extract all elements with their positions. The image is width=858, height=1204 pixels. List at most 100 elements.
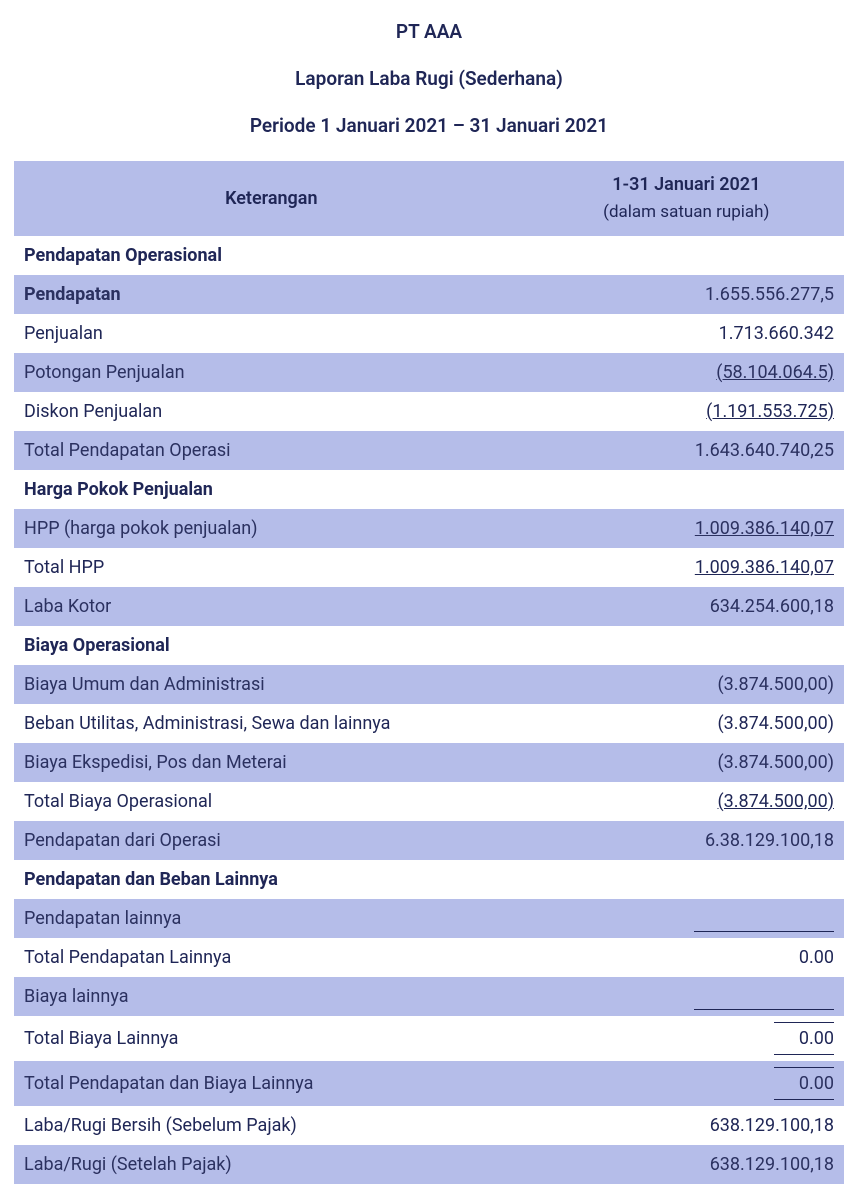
row-label: Biaya Ekspedisi, Pos dan Meterai	[14, 743, 529, 782]
col-header-label-text: Keterangan	[225, 188, 317, 209]
table-row: Laba/Rugi Bersih (Sebelum Pajak) 638.129.…	[14, 1106, 844, 1145]
row-value-text: 634.254.600,18	[710, 596, 834, 617]
row-value: (1.191.553.725)	[529, 392, 844, 431]
table-row: Laba Kotor 634.254.600,18	[14, 587, 844, 626]
table-row: Pendapatan dan Beban Lainnya	[14, 860, 844, 899]
row-label: Biaya Operasional	[14, 626, 529, 665]
row-value: 1.643.640.740,25	[529, 431, 844, 470]
table-body: Pendapatan OperasionalPendapatan 1.655.55…	[14, 236, 844, 1184]
row-value: 634.254.600,18	[529, 587, 844, 626]
row-value: (3.874.500,00)	[529, 743, 844, 782]
table-row: Total Biaya Lainnya 0.00	[14, 1016, 844, 1061]
row-value-text: 1.643.640.740,25	[695, 440, 834, 461]
row-value-text: 638.129.100,18	[710, 1154, 834, 1175]
row-label: Pendapatan Operasional	[14, 236, 529, 275]
row-value: 1.009.386.140,07	[529, 548, 844, 587]
row-value-text: 0.00	[774, 1022, 834, 1055]
table-row: Total Pendapatan Operasi 1.643.640.740,25	[14, 431, 844, 470]
row-label: Laba/Rugi Bersih (Sebelum Pajak)	[14, 1106, 529, 1145]
row-value	[529, 236, 844, 275]
report-header: PT AAA Laporan Laba Rugi (Sederhana) Per…	[14, 20, 844, 137]
row-value-text: (3.874.500,00)	[717, 752, 834, 773]
table-row: Total Pendapatan dan Biaya Lainnya 0.00	[14, 1061, 844, 1106]
table-row: Harga Pokok Penjualan	[14, 470, 844, 509]
row-label: Potongan Penjualan	[14, 353, 529, 392]
row-label: Total Pendapatan dan Biaya Lainnya	[14, 1061, 529, 1106]
row-label: Penjualan	[14, 314, 529, 353]
row-value-text: 1.009.386.140,07	[695, 518, 834, 539]
row-value-text: (1.191.553.725)	[706, 401, 834, 422]
row-value-text: (3.874.500,00)	[717, 791, 834, 812]
row-label: Harga Pokok Penjualan	[14, 470, 529, 509]
report-period: Periode 1 Januari 2021 – 31 Januari 2021	[14, 114, 844, 137]
row-label: Pendapatan dari Operasi	[14, 821, 529, 860]
row-value-text: 0.00	[774, 1067, 834, 1100]
table-row: Potongan Penjualan (58.104.064.5)	[14, 353, 844, 392]
row-label: Pendapatan dan Beban Lainnya	[14, 860, 529, 899]
row-value: 6.38.129.100,18	[529, 821, 844, 860]
table-row: Biaya Operasional	[14, 626, 844, 665]
row-label: Biaya Umum dan Administrasi	[14, 665, 529, 704]
table-row: Pendapatan 1.655.556.277,5	[14, 275, 844, 314]
col-header-value-sub: (dalam satuan rupiah)	[539, 200, 834, 226]
table-row: Pendapatan Operasional	[14, 236, 844, 275]
table-row: Pendapatan lainnya	[14, 899, 844, 938]
row-value-text: (58.104.064.5)	[716, 362, 834, 383]
company-name: PT AAA	[14, 20, 844, 43]
row-value: 1.713.660.342	[529, 314, 844, 353]
income-statement-table: Keterangan 1-31 Januari 2021 (dalam satu…	[14, 161, 844, 1184]
table-head: Keterangan 1-31 Januari 2021 (dalam satu…	[14, 161, 844, 236]
row-label: Laba/Rugi (Setelah Pajak)	[14, 1145, 529, 1184]
row-label: HPP (harga pokok penjualan)	[14, 509, 529, 548]
row-label: Laba Kotor	[14, 587, 529, 626]
row-label: Total Biaya Lainnya	[14, 1016, 529, 1061]
row-value	[529, 626, 844, 665]
blank-line	[694, 992, 834, 1010]
row-value: 638.129.100,18	[529, 1106, 844, 1145]
table-row: HPP (harga pokok penjualan) 1.009.386.140…	[14, 509, 844, 548]
table-row: Laba/Rugi (Setelah Pajak) 638.129.100,18	[14, 1145, 844, 1184]
row-label: Beban Utilitas, Administrasi, Sewa dan l…	[14, 704, 529, 743]
row-label: Biaya lainnya	[14, 977, 529, 1016]
table-row: Diskon Penjualan (1.191.553.725)	[14, 392, 844, 431]
row-value: 1.655.556.277,5	[529, 275, 844, 314]
table-row: Total Biaya Operasional (3.874.500,00)	[14, 782, 844, 821]
row-value: 0.00	[529, 938, 844, 977]
table-row: Pendapatan dari Operasi 6.38.129.100,18	[14, 821, 844, 860]
row-value-text: 6.38.129.100,18	[705, 830, 834, 851]
row-value: 0.00	[529, 1016, 844, 1061]
row-value: (3.874.500,00)	[529, 704, 844, 743]
col-header-value-text: 1-31 Januari 2021	[612, 174, 760, 195]
row-label: Total HPP	[14, 548, 529, 587]
row-value-text: 638.129.100,18	[710, 1115, 834, 1136]
blank-line	[694, 914, 834, 932]
table-row: Total Pendapatan Lainnya 0.00	[14, 938, 844, 977]
row-label: Pendapatan lainnya	[14, 899, 529, 938]
row-value	[529, 899, 844, 938]
col-header-value: 1-31 Januari 2021 (dalam satuan rupiah)	[529, 161, 844, 236]
row-label: Pendapatan	[14, 275, 529, 314]
row-value-text: 1.713.660.342	[719, 323, 834, 344]
row-value	[529, 470, 844, 509]
table-row: Penjualan 1.713.660.342	[14, 314, 844, 353]
row-value: 0.00	[529, 1061, 844, 1106]
table-row: Total HPP1.009.386.140,07	[14, 548, 844, 587]
row-value: (3.874.500,00)	[529, 665, 844, 704]
row-value: (3.874.500,00)	[529, 782, 844, 821]
table-row: Beban Utilitas, Administrasi, Sewa dan l…	[14, 704, 844, 743]
table-row: Biaya lainnya	[14, 977, 844, 1016]
table-row: Biaya Umum dan Administrasi (3.874.500,00…	[14, 665, 844, 704]
row-value-text: 0.00	[799, 947, 834, 968]
row-label: Total Pendapatan Lainnya	[14, 938, 529, 977]
row-value-text: (3.874.500,00)	[717, 674, 834, 695]
row-label: Total Pendapatan Operasi	[14, 431, 529, 470]
row-label: Total Biaya Operasional	[14, 782, 529, 821]
row-value-text: 1.655.556.277,5	[705, 284, 834, 305]
row-value: (58.104.064.5)	[529, 353, 844, 392]
row-label: Diskon Penjualan	[14, 392, 529, 431]
col-header-label: Keterangan	[14, 161, 529, 236]
row-value: 638.129.100,18	[529, 1145, 844, 1184]
report-title: Laporan Laba Rugi (Sederhana)	[14, 67, 844, 90]
row-value	[529, 860, 844, 899]
row-value-text: (3.874.500,00)	[717, 713, 834, 734]
